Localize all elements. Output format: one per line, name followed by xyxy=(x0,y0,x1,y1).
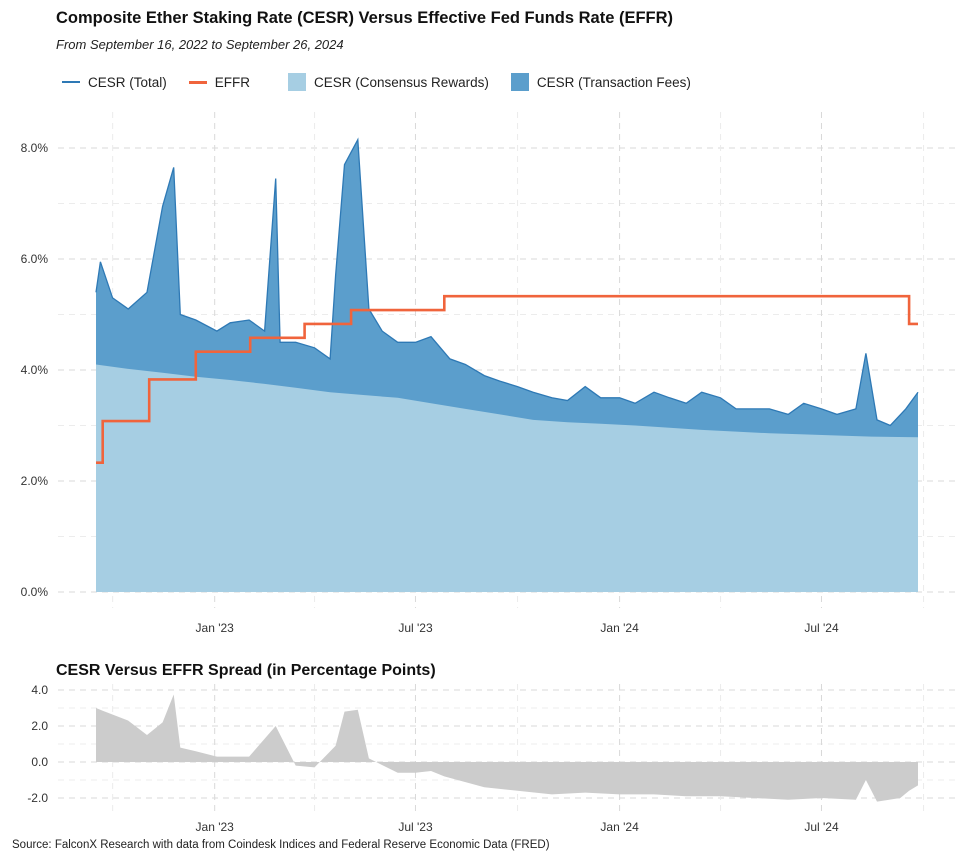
spread-x-tick-label: Jul '24 xyxy=(804,820,839,834)
spread-x-tick-label: Jul '23 xyxy=(398,820,433,834)
x-tick-label: Jan '23 xyxy=(196,621,235,635)
legend-swatch-cesr-total xyxy=(62,81,80,83)
area-spread xyxy=(96,694,918,802)
legend-swatch-fees xyxy=(510,73,529,91)
spread-y-tick-label: 2.0 xyxy=(31,719,48,733)
legend-item-consensus: CESR (Consensus Rewards) xyxy=(288,73,489,91)
area-consensus-rewards xyxy=(96,364,918,592)
spread-y-tick-label: 0.0 xyxy=(31,755,48,769)
y-tick-label: 0.0% xyxy=(21,585,49,599)
spread-x-tick-label: Jan '24 xyxy=(600,820,639,834)
x-tick-label: Jul '24 xyxy=(804,621,839,635)
y-tick-label: 4.0% xyxy=(21,363,49,377)
spread-x-tick-label: Jan '23 xyxy=(196,820,235,834)
legend-label-effr: EFFR xyxy=(214,74,251,90)
legend-item-fees: CESR (Transaction Fees) xyxy=(510,73,691,91)
chart-title: Composite Ether Staking Rate (CESR) Vers… xyxy=(56,9,674,27)
spread-y-tick-label: 4.0 xyxy=(31,683,48,697)
chart-subtitle: From September 16, 2022 to September 26,… xyxy=(56,37,344,52)
legend-swatch-effr xyxy=(188,80,207,84)
legend-label-cesr-total: CESR (Total) xyxy=(88,74,167,90)
x-tick-label: Jan '24 xyxy=(600,621,639,635)
spread-y-tick-label: -2.0 xyxy=(27,791,48,805)
y-tick-label: 6.0% xyxy=(21,252,49,266)
x-tick-label: Jul '23 xyxy=(398,621,433,635)
source-note: Source: FalconX Research with data from … xyxy=(12,839,550,851)
legend-swatch-consensus xyxy=(288,73,307,91)
legend-item-effr: EFFR xyxy=(188,74,251,90)
spread-chart-title: CESR Versus EFFR Spread (in Percentage P… xyxy=(56,662,436,679)
legend-label-consensus: CESR (Consensus Rewards) xyxy=(314,74,489,90)
legend-label-fees: CESR (Transaction Fees) xyxy=(536,74,691,90)
line-effr xyxy=(96,294,918,464)
line-cesr-total xyxy=(95,137,919,427)
y-tick-label: 2.0% xyxy=(21,474,49,488)
legend-item-cesr-total: CESR (Total) xyxy=(62,75,167,90)
y-tick-label: 8.0% xyxy=(21,141,49,155)
legend: CESR (Total) EFFR CESR (Consensus Reward… xyxy=(62,72,713,92)
